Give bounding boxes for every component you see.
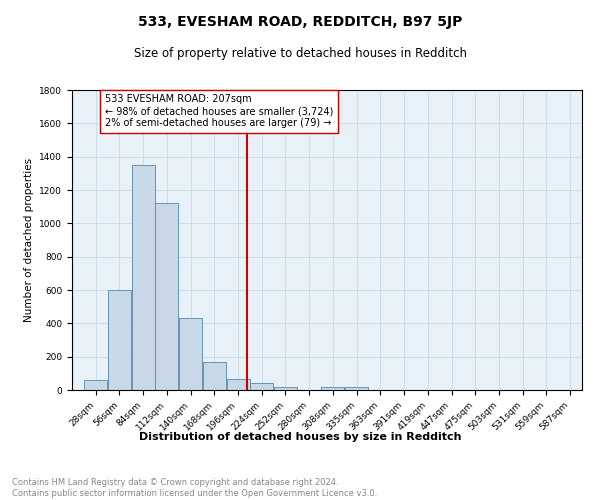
Bar [322,386,344,390]
Text: Size of property relative to detached houses in Redditch: Size of property relative to detached ho… [133,48,467,60]
Bar [250,384,273,390]
Bar [274,386,297,390]
Text: 533 EVESHAM ROAD: 207sqm
← 98% of detached houses are smaller (3,724)
2% of semi: 533 EVESHAM ROAD: 207sqm ← 98% of detach… [105,94,334,128]
Bar [179,318,202,390]
Bar [227,379,250,390]
Bar [203,362,226,390]
Bar [108,290,131,390]
Bar [84,380,107,390]
Bar [155,204,178,390]
Y-axis label: Number of detached properties: Number of detached properties [24,158,34,322]
Text: 533, EVESHAM ROAD, REDDITCH, B97 5JP: 533, EVESHAM ROAD, REDDITCH, B97 5JP [138,15,462,29]
Bar [345,386,368,390]
Text: Distribution of detached houses by size in Redditch: Distribution of detached houses by size … [139,432,461,442]
Bar [131,165,155,390]
Text: Contains HM Land Registry data © Crown copyright and database right 2024.
Contai: Contains HM Land Registry data © Crown c… [12,478,377,498]
